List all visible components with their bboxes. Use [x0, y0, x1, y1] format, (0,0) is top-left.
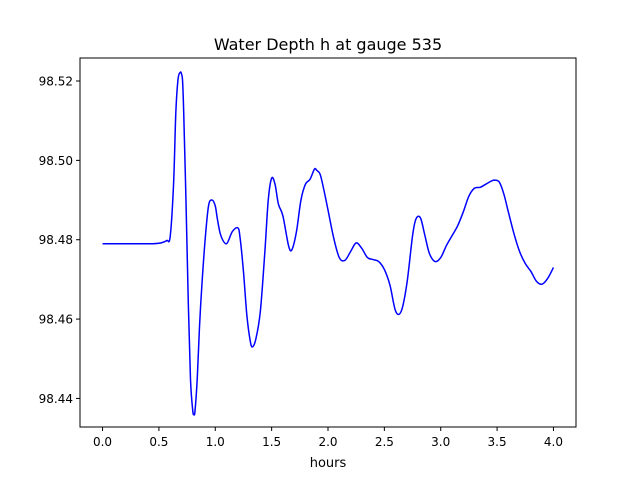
chart-title: Water Depth h at gauge 535: [214, 35, 442, 54]
series-layer: [102, 71, 555, 416]
plot-area: [80, 58, 576, 427]
y-tick-label: 98.52: [39, 75, 73, 89]
x-tick-label: 1.5: [262, 435, 281, 449]
x-tick-label: 4.0: [544, 435, 563, 449]
x-axis-ticks: 0.0 0.5 1.0 1.5 2.0 2.5 3.0 3.5 4.0: [93, 427, 563, 449]
x-tick-label: 2.0: [318, 435, 337, 449]
series-line-0: [102, 71, 555, 416]
plot-frame: [79, 57, 577, 428]
y-tick-label: 98.50: [39, 154, 73, 168]
x-tick-label: 1.0: [206, 435, 225, 449]
x-tick-label: 3.5: [488, 435, 507, 449]
x-tick-label: 0.0: [93, 435, 112, 449]
y-tick-label: 98.48: [39, 233, 73, 247]
x-axis-label: hours: [310, 456, 347, 471]
x-tick-label: 0.5: [149, 435, 168, 449]
x-tick-label: 3.0: [431, 435, 450, 449]
y-axis-ticks: 98.44 98.46 98.48 98.50 98.52: [39, 75, 80, 406]
y-tick-label: 98.46: [39, 313, 73, 327]
y-tick-label: 98.44: [39, 392, 73, 406]
x-tick-label: 2.5: [375, 435, 394, 449]
